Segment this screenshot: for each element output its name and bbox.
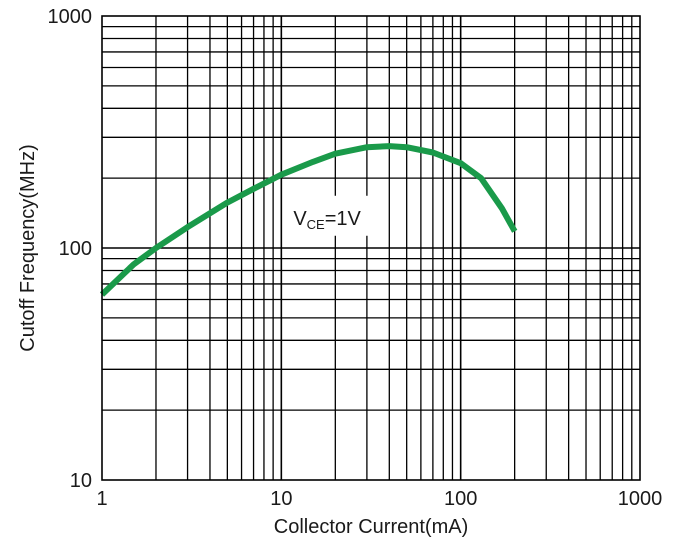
y-tick-label: 1000 — [48, 6, 93, 28]
annotation-layer: VCE=1V — [283, 195, 388, 236]
x-tick-label: 1000 — [618, 488, 663, 510]
annotation-background — [283, 195, 388, 236]
x-tick-label: 10 — [270, 488, 292, 510]
y-tick-label: 100 — [59, 238, 92, 260]
y-tick-label: 10 — [70, 470, 92, 492]
x-axis-label: Collector Current(mA) — [274, 516, 468, 538]
annotation-label: VCE=1V — [293, 208, 361, 232]
y-axis-label: Cutoff Frequency(MHz) — [17, 144, 39, 351]
plot-frame — [101, 15, 641, 481]
series-layer — [99, 143, 518, 297]
x-tick-label: 100 — [444, 488, 477, 510]
grid — [102, 16, 640, 480]
series-line — [99, 143, 518, 297]
x-tick-label: 1 — [96, 488, 107, 510]
